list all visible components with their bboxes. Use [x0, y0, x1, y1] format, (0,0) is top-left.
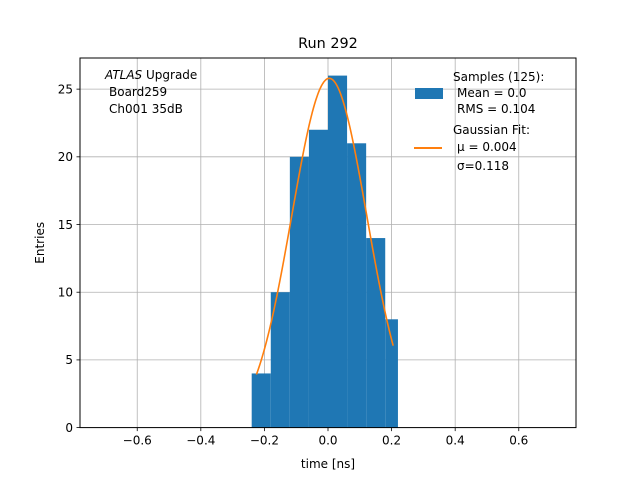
board-label: Board259: [109, 85, 167, 99]
histogram-bar: [251, 373, 271, 428]
x-tick-label: −0.6: [123, 434, 152, 448]
histogram-bars: [251, 75, 398, 428]
y-tick-label: 25: [58, 82, 73, 96]
upgrade-label: Upgrade: [142, 68, 197, 82]
histogram-bar: [289, 156, 309, 428]
atlas-label: ATLAS: [104, 68, 143, 82]
histogram-bar: [385, 319, 398, 428]
gaussian-fit: [255, 77, 394, 375]
channel-label: Ch001 35dB: [109, 102, 183, 116]
histogram-bar: [270, 292, 290, 428]
legend-histogram-swatch: [415, 88, 443, 99]
x-axis-label: time [ns]: [301, 457, 355, 471]
histogram-bar: [308, 129, 328, 428]
y-tick-label: 0: [65, 421, 73, 435]
chart-title: Run 292: [298, 36, 358, 52]
x-tick-label: −0.2: [250, 434, 279, 448]
x-tick-label: 0.2: [382, 434, 401, 448]
legend-rms: RMS = 0.104: [457, 102, 535, 116]
y-axis-label: Entries: [33, 222, 47, 264]
histogram-bar: [347, 143, 367, 428]
x-tick-label: 0.0: [318, 434, 337, 448]
legend: Samples (125): Mean = 0.0 RMS = 0.104 Ga…: [414, 70, 544, 173]
y-tick-label: 10: [58, 286, 73, 300]
histogram-bar: [366, 238, 386, 428]
gaussian-fit-curve: [255, 77, 394, 375]
legend-fit-name: Gaussian Fit:: [453, 123, 530, 137]
x-tick-label: 0.6: [509, 434, 528, 448]
y-tick-label: 15: [58, 218, 73, 232]
x-tick-label: −0.4: [186, 434, 215, 448]
axis-ticks: −0.6 −0.4 −0.2 0.0 0.2 0.4 0.6 0 5 10 15 20 25: [58, 82, 529, 447]
legend-histogram-name: Samples (125):: [453, 70, 544, 84]
legend-fit-sigma: σ=0.118: [457, 159, 509, 173]
y-tick-label: 5: [65, 353, 73, 367]
x-tick-label: 0.4: [446, 434, 465, 448]
y-tick-label: 20: [58, 150, 73, 164]
legend-fit-mu: μ = 0.004: [457, 140, 517, 154]
atlas-annotation: ATLAS Upgrade Board259 Ch001 35dB: [104, 68, 197, 116]
histogram-bar: [328, 75, 348, 428]
atlas-annotation-line1: ATLAS Upgrade: [104, 68, 197, 82]
legend-mean: Mean = 0.0: [457, 86, 526, 100]
